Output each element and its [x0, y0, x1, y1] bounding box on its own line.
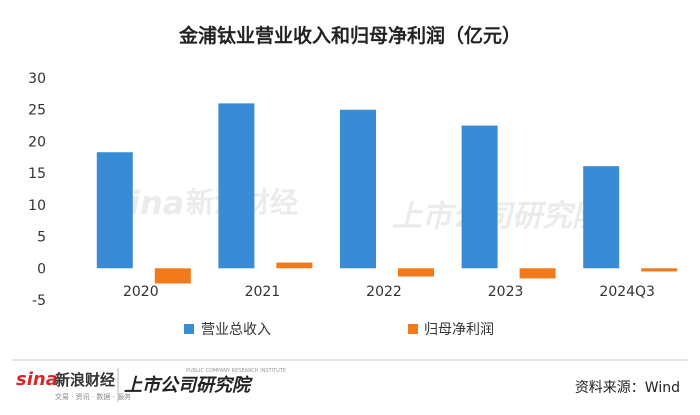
- watermark-institute: 上市公司研究院: [392, 199, 607, 234]
- y-tick-label: 15: [28, 166, 46, 182]
- y-tick-label: 25: [28, 103, 46, 119]
- footer-sina-sub: 交易 · 资讯 · 数据 · 服务: [55, 392, 131, 401]
- bar-profit: [398, 268, 434, 277]
- y-axis: 30 25 20 15 10 5 0 -5: [28, 71, 46, 309]
- y-tick-label: 5: [37, 230, 46, 246]
- bar-revenue: [218, 103, 255, 269]
- x-axis: 2020 2021 2022 2023 2024Q3: [123, 284, 655, 300]
- chart-title: 金浦钛业营业收入和归母净利润（亿元）: [178, 24, 521, 47]
- x-tick-label: 2022: [366, 284, 402, 300]
- bars: [96, 103, 678, 284]
- bar-profit: [154, 268, 191, 284]
- y-tick-label: -5: [32, 293, 46, 309]
- y-tick-label: 0: [37, 261, 46, 277]
- bar-profit: [641, 268, 678, 272]
- bar-revenue: [340, 109, 376, 269]
- y-tick-label: 30: [28, 71, 46, 87]
- legend-swatch-revenue: [184, 324, 194, 334]
- footer-sina-logo: sina: [16, 369, 58, 390]
- y-tick-label: 10: [28, 198, 46, 214]
- legend-swatch-profit: [408, 324, 418, 334]
- footer-institute-en: PUBLIC COMPANY RESEARCH INSTITUTE: [186, 368, 286, 374]
- bar-revenue: [96, 152, 133, 269]
- footer-institute-logo: 上市公司研究院: [124, 375, 253, 396]
- bar-revenue: [583, 166, 620, 269]
- bar-profit: [519, 268, 556, 279]
- x-tick-label: 2023: [488, 284, 524, 300]
- footer-sina-cn: 新浪财经: [55, 371, 115, 389]
- x-tick-label: 2024Q3: [599, 284, 655, 300]
- source-note: 资料来源：Wind: [575, 380, 680, 396]
- legend: 营业总收入 归母净利润: [184, 321, 494, 338]
- bar-profit: [276, 262, 313, 269]
- legend-label-revenue: 营业总收入: [201, 322, 271, 338]
- legend-label-profit: 归母净利润: [424, 321, 494, 338]
- x-tick-label: 2020: [123, 284, 159, 300]
- x-tick-label: 2021: [245, 284, 281, 300]
- bar-revenue: [461, 125, 498, 269]
- y-tick-label: 20: [28, 134, 46, 150]
- footer: sina 新浪财经 交易 · 资讯 · 数据 · 服务 PUBLIC COMPA…: [12, 359, 688, 402]
